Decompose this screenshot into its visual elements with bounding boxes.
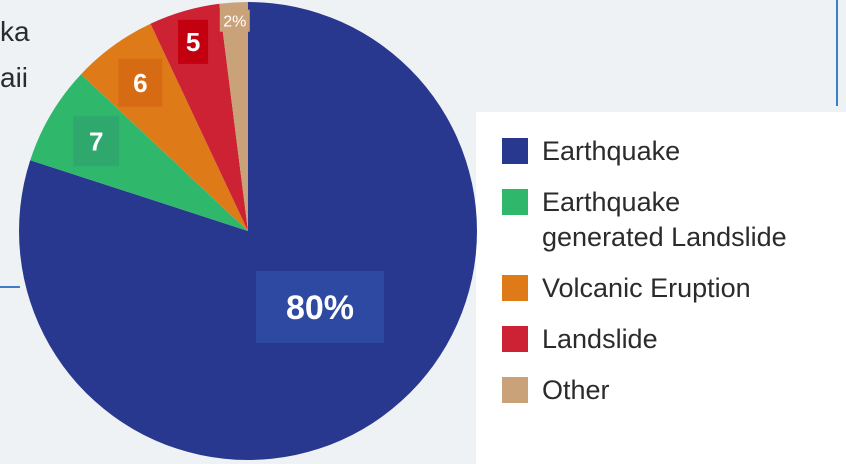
- legend-panel: [476, 112, 846, 464]
- data-label-other: 2%: [223, 13, 246, 30]
- legend-label-landslide: Landslide: [542, 324, 658, 354]
- pie-slice-earthquake: [19, 2, 477, 460]
- legend-swatch-earthquake-landslide: [502, 189, 528, 215]
- legend-swatch-earthquake: [502, 138, 528, 164]
- legend-item-earthquake-landslide: Earthquake generated Landslide: [502, 185, 787, 255]
- data-label-earthquake: 80%: [286, 289, 354, 327]
- legend-label-earthquake-landslide: Earthquake generated Landslide: [542, 187, 787, 252]
- data-label-box-earthquake-landslide: [73, 116, 120, 167]
- legend-swatch-volcanic-eruption: [502, 275, 528, 301]
- legend-swatch-other: [502, 377, 528, 403]
- legend-item-other: Other: [502, 373, 787, 408]
- data-label-landslide: 5: [186, 27, 200, 57]
- background-text-aii: aii: [0, 62, 29, 93]
- pie-slice-landslide: [150, 3, 248, 231]
- legend-item-volcanic-eruption: Volcanic Eruption: [502, 271, 787, 306]
- data-label-volcanic-eruption: 6: [133, 68, 147, 98]
- legend-item-landslide: Landslide: [502, 322, 787, 357]
- legend-swatch-landslide: [502, 326, 528, 352]
- legend-label-other: Other: [542, 375, 610, 405]
- background-text-ka: ka: [0, 16, 30, 47]
- data-label-box-earthquake: [256, 271, 384, 343]
- legend-label-earthquake: Earthquake: [542, 136, 681, 166]
- data-label-earthquake-landslide: 7: [89, 127, 103, 157]
- data-label-box-landslide: [178, 19, 209, 64]
- data-label-box-other: [219, 9, 250, 32]
- data-label-box-volcanic-eruption: [118, 58, 163, 107]
- pie-slice-earthquake-landslide: [30, 74, 249, 232]
- legend-item-earthquake: Earthquake: [502, 134, 787, 169]
- legend: Earthquake Earthquake generated Landslide…: [502, 134, 787, 424]
- legend-label-volcanic-eruption: Volcanic Eruption: [542, 273, 751, 303]
- pie-slice-other: [219, 2, 248, 231]
